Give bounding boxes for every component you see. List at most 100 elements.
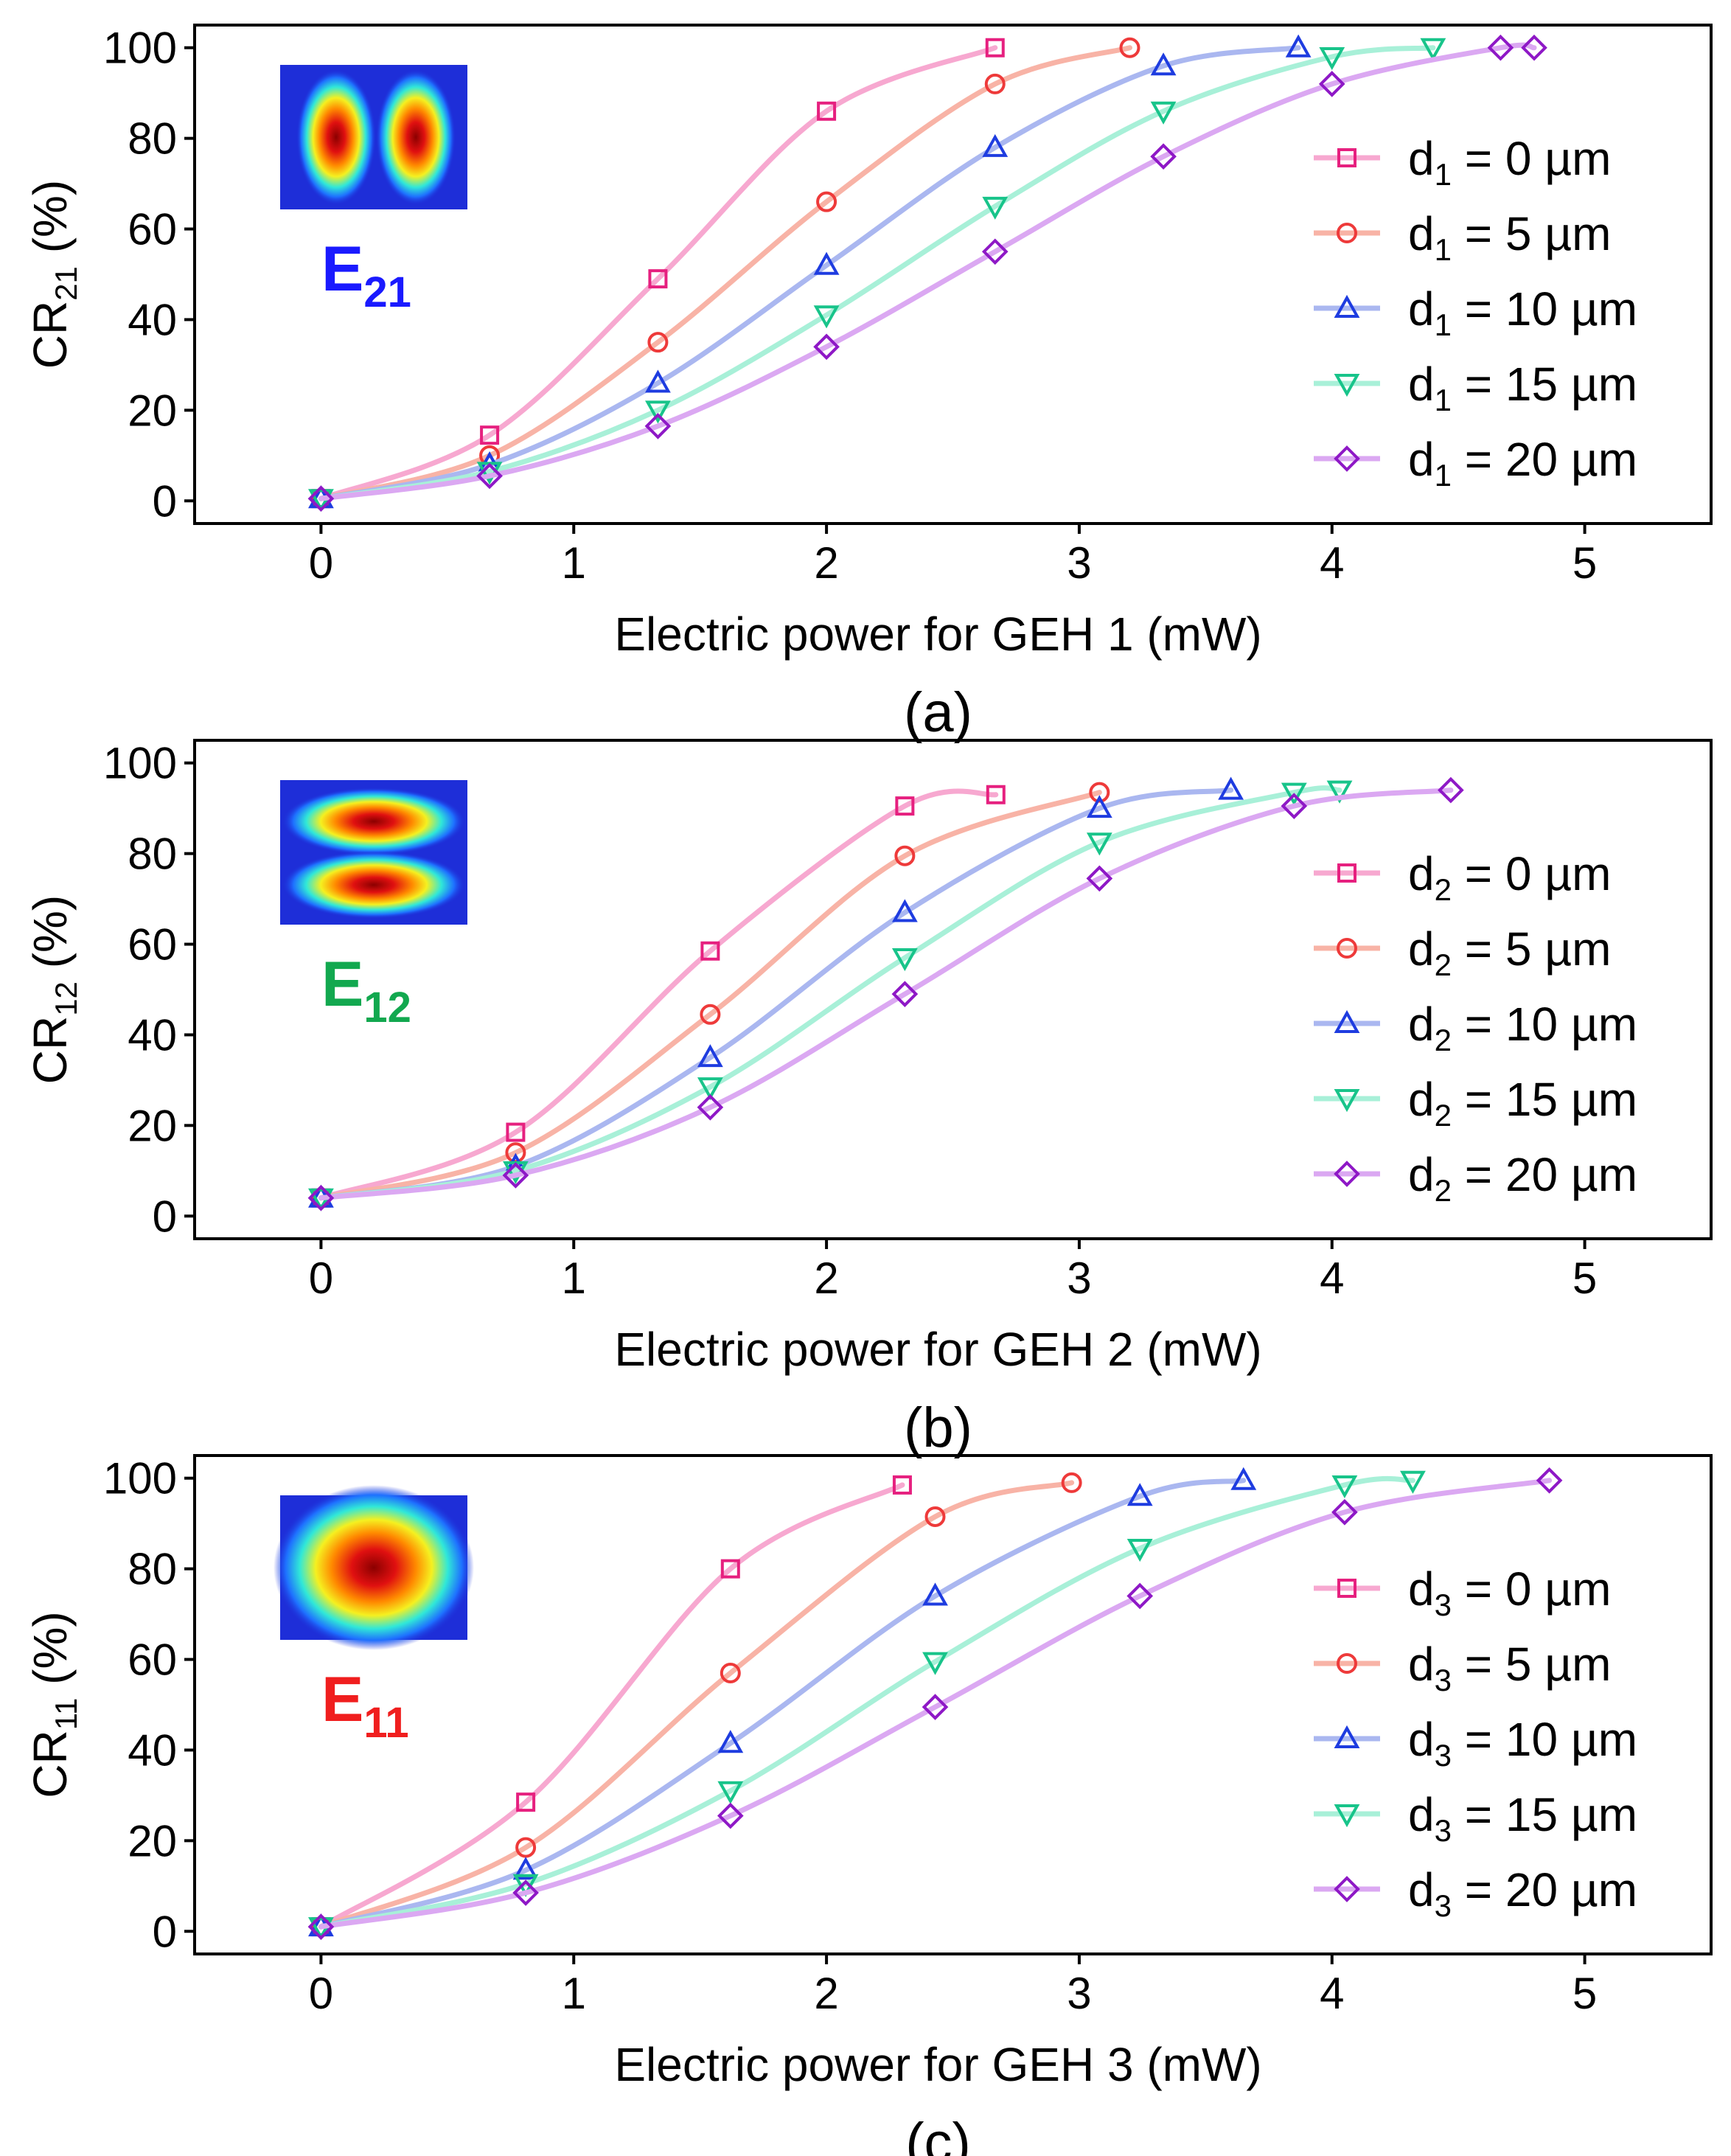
data-point: [922, 1582, 948, 1606]
data-point: [1119, 37, 1140, 58]
x-tick-label: 5: [1572, 1969, 1597, 2018]
y-tick-label: 20: [128, 1816, 177, 1865]
data-point: [894, 845, 916, 866]
chart-panel-b: 0 1 2 3 4 5 0 20 40 60 80 100 Electric power for GEH…: [24, 739, 1713, 1459]
data-point: [1086, 865, 1113, 892]
series-line: [318, 787, 1234, 1201]
legend-marker: [1337, 938, 1357, 959]
data-point: [922, 1694, 949, 1720]
data-point: [720, 1662, 741, 1683]
data-point: [813, 333, 840, 361]
series-line: [318, 42, 1537, 501]
data-point: [512, 1857, 539, 1880]
series-4: [307, 1467, 1563, 1940]
legend-entry: d1 = 10 µm: [1314, 282, 1637, 342]
legend-entry: d2 = 15 µm: [1314, 1073, 1637, 1133]
data-point: [720, 1559, 740, 1579]
data-point: [1400, 1470, 1426, 1494]
data-point: [645, 400, 671, 424]
x-tick-label: 3: [1067, 1969, 1091, 2018]
y-tick-label: 100: [103, 739, 177, 788]
series-4: [307, 776, 1464, 1211]
data-point: [1061, 1472, 1082, 1493]
data-point: [813, 251, 840, 275]
legend-marker: [1337, 1579, 1356, 1598]
data-point: [813, 305, 840, 329]
data-point: [515, 1837, 537, 1858]
data-point: [1150, 52, 1177, 76]
legend-marker: [1337, 863, 1356, 883]
legend-entry: d2 = 5 µm: [1314, 922, 1611, 982]
data-point: [1218, 776, 1244, 800]
data-point: [645, 369, 671, 393]
data-point: [1086, 832, 1112, 856]
x-tick-label: 4: [1320, 1969, 1344, 2018]
x-tick-label: 1: [562, 1969, 586, 2018]
legend-label: d3 = 0 µm: [1408, 1562, 1611, 1622]
data-point: [1150, 143, 1177, 170]
data-point: [1086, 795, 1112, 818]
x-tick-label: 5: [1572, 1253, 1597, 1303]
legend-marker: [1334, 374, 1360, 397]
data-point: [1230, 1467, 1257, 1490]
data-point: [1318, 71, 1345, 97]
data-point: [817, 101, 837, 121]
data-point: [480, 425, 500, 445]
data-point: [1126, 1483, 1153, 1506]
series-3: [308, 38, 1446, 512]
legend-label: d1 = 0 µm: [1408, 132, 1611, 192]
legend-entry: d1 = 0 µm: [1314, 132, 1611, 192]
series-line: [318, 45, 1436, 501]
y-tick-label: 80: [128, 1545, 177, 1594]
data-point: [1521, 34, 1547, 61]
data-point: [516, 1792, 536, 1812]
data-point: [895, 796, 915, 816]
legend-entry: d3 = 10 µm: [1314, 1713, 1637, 1773]
series-4: [307, 34, 1547, 512]
x-tick-label: 3: [1067, 1253, 1091, 1303]
data-point: [697, 1093, 724, 1121]
legend-marker: [1334, 1876, 1360, 1902]
legend-label: d2 = 5 µm: [1408, 922, 1611, 982]
legend-entry: d1 = 20 µm: [1314, 433, 1637, 493]
y-tick-label: 40: [128, 295, 177, 344]
mode-lobe: [274, 1485, 474, 1650]
legend-label: d1 = 15 µm: [1408, 358, 1637, 417]
legend-entry: d1 = 15 µm: [1314, 358, 1637, 417]
series-line: [318, 1480, 1075, 1930]
data-point: [502, 1162, 529, 1189]
legend-marker: [1334, 1161, 1360, 1187]
legend-label: d1 = 5 µm: [1408, 207, 1611, 267]
legend-label: d2 = 10 µm: [1408, 998, 1637, 1057]
legend-entry: d2 = 0 µm: [1314, 847, 1611, 907]
legend-label: d3 = 15 µm: [1408, 1788, 1637, 1848]
legend-entry: d2 = 10 µm: [1314, 998, 1637, 1057]
x-tick-label: 4: [1320, 1253, 1344, 1303]
legend-entry: d2 = 20 µm: [1314, 1148, 1637, 1208]
data-point: [1438, 776, 1464, 804]
data-point: [1331, 1475, 1358, 1499]
legend-marker: [1334, 1089, 1360, 1113]
data-point: [697, 1077, 723, 1101]
y-tick-label: 100: [103, 24, 177, 73]
legend-label: d3 = 10 µm: [1408, 1713, 1637, 1773]
data-point: [922, 1652, 948, 1675]
mode-field-image: [274, 1485, 474, 1650]
mode-lobe: [282, 787, 465, 855]
mode-label: E11: [321, 1664, 409, 1747]
data-point: [982, 196, 1009, 220]
series-line: [318, 785, 1342, 1201]
mode-label: E21: [321, 234, 411, 316]
data-point: [892, 1475, 912, 1495]
data-point: [506, 1122, 526, 1142]
data-point: [1281, 782, 1307, 806]
data-point: [981, 238, 1009, 265]
x-tick-label: 0: [309, 1969, 333, 2018]
data-point: [717, 1781, 744, 1804]
legend-entry: d3 = 0 µm: [1314, 1562, 1611, 1622]
data-point: [717, 1802, 744, 1829]
data-point: [512, 1879, 539, 1906]
data-point: [985, 38, 1005, 58]
y-tick-label: 0: [153, 1907, 177, 1956]
